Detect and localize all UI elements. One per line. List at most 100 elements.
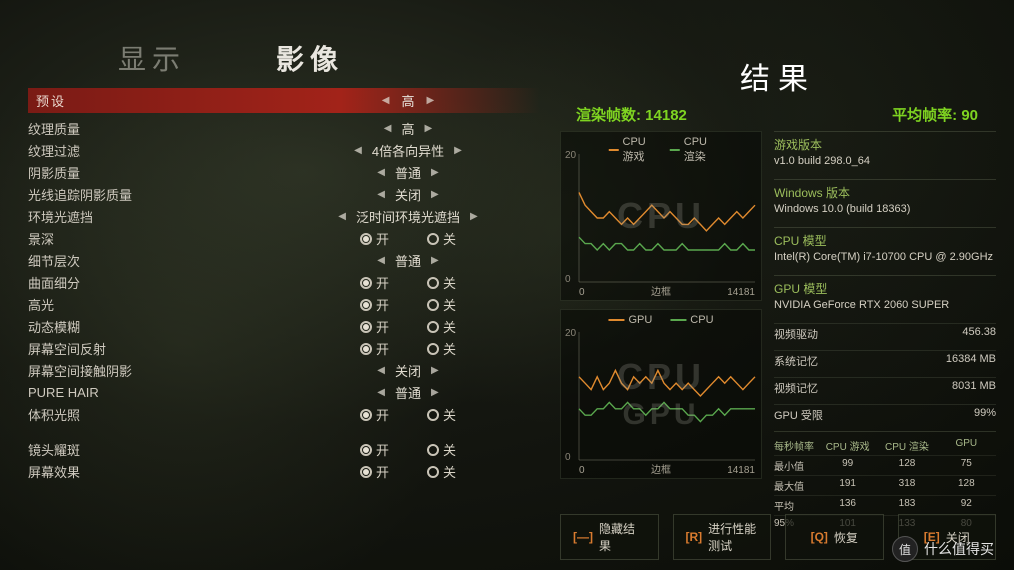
- next-icon[interactable]: ▶: [431, 189, 439, 200]
- setting-value: 泛时间环境光遮挡: [356, 207, 460, 226]
- preset-prev-icon[interactable]: ◀: [382, 95, 390, 106]
- setting-value: 高: [401, 119, 414, 138]
- radio-on[interactable]: 开: [360, 440, 389, 459]
- setting-row[interactable]: 纹理质量 ◀ 高 ▶: [28, 119, 550, 138]
- setting-row[interactable]: 动态模糊 开 关: [28, 317, 550, 336]
- prev-icon[interactable]: ◀: [354, 145, 362, 156]
- next-icon[interactable]: ▶: [431, 167, 439, 178]
- info-kv: GPU 受限99%: [774, 404, 996, 425]
- radio-off[interactable]: 关: [427, 440, 456, 459]
- setting-label: 屏幕空间接触阴影: [28, 361, 266, 380]
- setting-value: 关闭: [395, 185, 421, 204]
- setting-row[interactable]: 纹理过滤◀4倍各向异性▶: [28, 141, 550, 160]
- radio-off[interactable]: 关: [427, 462, 456, 481]
- radio-off[interactable]: 关: [427, 229, 456, 248]
- setting-row[interactable]: 景深 开 关: [28, 229, 550, 248]
- next-icon[interactable]: ▶: [431, 255, 439, 266]
- gpu-chart: GPUCPUCPUGPU2000边框14181: [560, 309, 762, 479]
- next-icon[interactable]: ▶: [470, 211, 478, 222]
- site-watermark: 值 什么值得买: [892, 536, 994, 562]
- stats-row: 平均13618392: [774, 495, 996, 515]
- run-benchmark-button[interactable]: [R]进行性能测试: [673, 514, 772, 560]
- setting-row[interactable]: 光线追踪阴影质量 ◀ 关闭 ▶: [28, 185, 550, 204]
- prev-icon[interactable]: ◀: [377, 387, 385, 398]
- setting-label: 景深: [28, 229, 266, 248]
- info-kv: 视频驱动456.38: [774, 323, 996, 344]
- setting-label: 屏幕效果: [28, 462, 266, 481]
- results-panel: 结果 渲染帧数: 14182 平均帧率: 90 CPU 游戏CPU 渲染CPU2…: [560, 0, 1014, 570]
- radio-on[interactable]: 开: [360, 229, 389, 248]
- radio-on[interactable]: 开: [360, 339, 389, 358]
- frames-rendered: 渲染帧数: 14182: [576, 104, 687, 125]
- radio-on[interactable]: 开: [360, 462, 389, 481]
- setting-row[interactable]: 细节层次◀普通▶: [28, 251, 550, 270]
- radio-off[interactable]: 关: [427, 295, 456, 314]
- radio-on[interactable]: 开: [360, 405, 389, 424]
- info-heading: CPU 模型: [774, 232, 996, 249]
- radio-off[interactable]: 关: [427, 273, 456, 292]
- preset-row[interactable]: 预设 ◀ 高 ▶: [28, 88, 550, 113]
- prev-icon[interactable]: ◀: [384, 123, 392, 134]
- info-value: Windows 10.0 (build 18363): [774, 203, 996, 215]
- watermark-icon: 值: [892, 536, 918, 562]
- info-kv: 系统记忆16384 MB: [774, 350, 996, 371]
- prev-icon[interactable]: ◀: [377, 167, 385, 178]
- system-info: 游戏版本v1.0 build 298.0_64Windows 版本Windows…: [770, 131, 996, 531]
- setting-row[interactable]: 屏幕空间反射开关: [28, 339, 550, 358]
- next-icon[interactable]: ▶: [431, 387, 439, 398]
- setting-row[interactable]: 阴影质量◀普通▶: [28, 163, 550, 182]
- radio-on[interactable]: 开: [360, 317, 389, 336]
- setting-label: PURE HAIR: [28, 385, 266, 400]
- display-tabs: 显示 影像: [28, 38, 550, 78]
- next-icon[interactable]: ▶: [454, 145, 462, 156]
- radio-on[interactable]: 开: [360, 295, 389, 314]
- preset-label: 预设: [36, 91, 266, 110]
- radio-off[interactable]: 关: [427, 339, 456, 358]
- preset-value: 高: [401, 91, 414, 110]
- stats-row: 最大值191318128: [774, 475, 996, 495]
- prev-icon[interactable]: ◀: [377, 365, 385, 376]
- setting-label: 细节层次: [28, 251, 266, 270]
- tab-video[interactable]: 影像: [276, 38, 344, 78]
- preset-next-icon[interactable]: ▶: [427, 95, 435, 106]
- setting-row[interactable]: PURE HAIR ◀ 普通 ▶: [28, 383, 550, 402]
- next-icon[interactable]: ▶: [431, 365, 439, 376]
- settings-panel: 显示 影像 预设 ◀ 高 ▶ 纹理质量◀高▶纹理过滤◀4倍各向异性▶阴影质量◀普…: [0, 0, 560, 570]
- setting-label: 光线追踪阴影质量: [28, 185, 266, 204]
- setting-value: 关闭: [395, 361, 421, 380]
- setting-value: 普通: [395, 383, 421, 402]
- setting-row[interactable]: 环境光遮挡 ◀ 泛时间环境光遮挡 ▶: [28, 207, 550, 226]
- info-value: v1.0 build 298.0_64: [774, 155, 996, 167]
- restore-button[interactable]: [Q]恢复: [785, 514, 884, 560]
- prev-icon[interactable]: ◀: [377, 255, 385, 266]
- info-heading: Windows 版本: [774, 184, 996, 201]
- radio-on[interactable]: 开: [360, 273, 389, 292]
- setting-row[interactable]: 曲面细分 开 关: [28, 273, 550, 292]
- settings-list: 纹理质量◀高▶纹理过滤◀4倍各向异性▶阴影质量◀普通▶光线追踪阴影质量◀关闭▶环…: [28, 119, 550, 481]
- cpu-chart: CPU 游戏CPU 渲染CPU2000边框14181: [560, 131, 762, 301]
- radio-off[interactable]: 关: [427, 405, 456, 424]
- setting-label: 纹理质量: [28, 119, 266, 138]
- setting-row[interactable]: 高光 开 关: [28, 295, 550, 314]
- hide-results-button[interactable]: [—]隐藏结果: [560, 514, 659, 560]
- setting-row[interactable]: 屏幕效果 开 关: [28, 462, 550, 481]
- setting-label: 动态模糊: [28, 317, 266, 336]
- setting-label: 高光: [28, 295, 266, 314]
- setting-row[interactable]: [28, 427, 550, 437]
- setting-row[interactable]: 屏幕空间接触阴影 ◀ 关闭 ▶: [28, 361, 550, 380]
- setting-label: 曲面细分: [28, 273, 266, 292]
- setting-label: 阴影质量: [28, 163, 266, 182]
- info-heading: GPU 模型: [774, 280, 996, 297]
- prev-icon[interactable]: ◀: [377, 189, 385, 200]
- setting-label: 体积光照: [28, 405, 266, 424]
- setting-row[interactable]: 镜头耀斑开关: [28, 440, 550, 459]
- next-icon[interactable]: ▶: [425, 123, 433, 134]
- setting-label: 纹理过滤: [28, 141, 266, 160]
- setting-row[interactable]: 体积光照 开 关: [28, 405, 550, 424]
- radio-off[interactable]: 关: [427, 317, 456, 336]
- avg-fps: 平均帧率: 90: [892, 104, 978, 125]
- setting-label: 环境光遮挡: [28, 207, 266, 226]
- prev-icon[interactable]: ◀: [338, 211, 346, 222]
- results-title: 结果: [560, 54, 996, 98]
- tab-display[interactable]: 显示: [118, 38, 186, 78]
